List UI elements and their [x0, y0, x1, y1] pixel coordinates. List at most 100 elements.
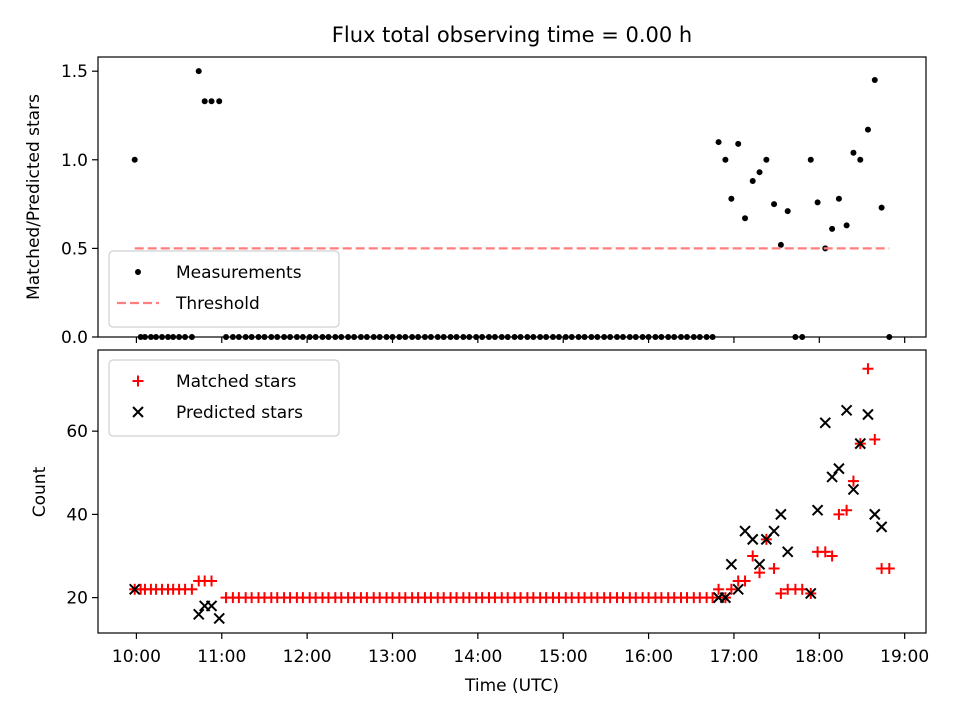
measurement-point	[814, 199, 821, 206]
predicted-stars-point	[719, 591, 732, 604]
measurement-point	[850, 149, 857, 156]
measurement-point	[749, 178, 756, 185]
measurement-point	[835, 195, 842, 202]
x-tick-label: 12:00	[283, 647, 332, 667]
matched-stars-point	[841, 504, 853, 516]
predicted-stars-point	[782, 546, 794, 558]
y-tick-label: 40	[66, 505, 88, 525]
measurement-point	[871, 77, 878, 84]
matched-stars-point	[713, 583, 725, 595]
predicted-stars-point	[775, 508, 787, 521]
matched-stars-point	[869, 433, 881, 445]
x-tick-label: 17:00	[709, 647, 758, 667]
measurement-point	[735, 140, 742, 147]
predicted-stars-point	[862, 408, 874, 421]
matched-stars-point	[826, 550, 838, 562]
measurement-point	[857, 156, 864, 163]
predicted-stars-point	[128, 583, 141, 596]
y-tick-label: 60	[66, 422, 88, 442]
matched-stars-point	[862, 363, 874, 375]
count-y-ticks: 20 40 60	[66, 422, 98, 609]
chart-title: Flux total observing time = 0.00 h	[332, 23, 692, 47]
count-y-label: Count	[30, 466, 50, 517]
legend-box	[108, 359, 340, 437]
y-tick-label: 20	[66, 589, 88, 609]
predicted-stars-point	[854, 437, 866, 450]
x-tick-label: 11:00	[197, 647, 246, 667]
legend-label: Predicted stars	[176, 403, 303, 423]
measurement-point	[722, 156, 729, 163]
predicted-stars-point	[811, 504, 824, 516]
predicted-stars-point	[732, 583, 744, 596]
ratio-axes-frame	[97, 56, 927, 338]
predicted-stars-point	[753, 558, 766, 571]
ratio-y-ticks: 0.0 0.5 1.0 1.5	[61, 62, 98, 348]
predicted-stars-point	[205, 600, 218, 612]
matched-stars-point	[833, 508, 845, 520]
legend-label: Measurements	[176, 263, 302, 283]
measurement-point	[763, 156, 770, 163]
measurement-point	[728, 195, 735, 202]
measurement-point	[829, 225, 836, 232]
y-tick-label: 0.5	[61, 239, 88, 259]
count-axes-frame	[97, 349, 927, 634]
ratio-y-label: Matched/Predicted stars	[24, 94, 44, 300]
y-tick-label: 1.5	[61, 62, 88, 82]
legend-marker-plus	[132, 375, 144, 387]
predicted-stars-point	[833, 462, 845, 475]
matched-stars-point	[707, 592, 719, 604]
predicted-stars-point	[875, 521, 888, 533]
y-tick-label: 0.0	[61, 328, 88, 348]
measurement-point	[843, 222, 850, 229]
measurement-point	[878, 204, 885, 211]
ratio-panel: 0.0 0.5 1.0 1.5 Matched/Predicted stars Mea…	[24, 56, 927, 348]
count-x-ticks: 10:00 11:00 12:00 13:00 14:00 15:00 16:00 17:00…	[112, 633, 929, 667]
predicted-stars-point	[213, 612, 225, 625]
predicted-stars-point	[805, 587, 817, 600]
matched-stars-point	[739, 575, 751, 587]
predicted-stars-point	[826, 471, 838, 483]
measurement-point	[777, 241, 784, 248]
measurement-point	[864, 126, 871, 133]
x-axis-label: Time (UTC)	[464, 676, 559, 696]
predicted-stars-point	[840, 404, 853, 417]
legend-box	[108, 250, 340, 328]
matched-stars-point	[847, 475, 859, 487]
matched-stars-point	[206, 575, 218, 587]
predicted-stars-point	[725, 558, 738, 571]
legend-marker-dot	[135, 269, 141, 275]
x-tick-label: 10:00	[112, 647, 161, 667]
measurement-point	[715, 139, 722, 146]
count-panel: 20 40 60 10:00 11:00 12:00 13:00 14:00 15:00 16:…	[30, 349, 929, 696]
measurement-point	[807, 156, 814, 163]
x-tick-label: 13:00	[368, 647, 417, 667]
x-tick-label: 16:00	[624, 647, 673, 667]
predicted-stars-point	[869, 508, 881, 521]
matched-stars-point	[186, 583, 198, 595]
matched-stars-point	[725, 583, 737, 595]
legend-label: Matched stars	[176, 372, 296, 392]
measurement-point	[216, 98, 223, 105]
count-legend: Matched stars Predicted stars	[108, 359, 340, 437]
count-marks	[128, 363, 895, 625]
matched-stars-point	[768, 562, 780, 574]
matched-stars-point	[747, 550, 759, 562]
legend-marker-x	[132, 406, 144, 418]
matched-stars-point	[883, 562, 895, 574]
predicted-stars-point	[747, 533, 759, 546]
measurement-point	[742, 215, 749, 222]
predicted-stars-point	[768, 525, 780, 537]
measurement-point	[208, 98, 215, 105]
ratio-x-ticks	[135, 337, 906, 343]
predicted-stars-point	[847, 483, 860, 496]
matched-stars-point	[754, 567, 766, 579]
measurement-point	[201, 98, 208, 105]
y-tick-label: 1.0	[61, 151, 88, 171]
measurement-point	[195, 68, 202, 75]
x-tick-label: 14:00	[453, 647, 502, 667]
measurement-point	[784, 208, 791, 215]
predicted-stars-point	[819, 417, 831, 429]
predicted-stars-point	[193, 608, 205, 620]
x-tick-label: 19:00	[880, 647, 929, 667]
